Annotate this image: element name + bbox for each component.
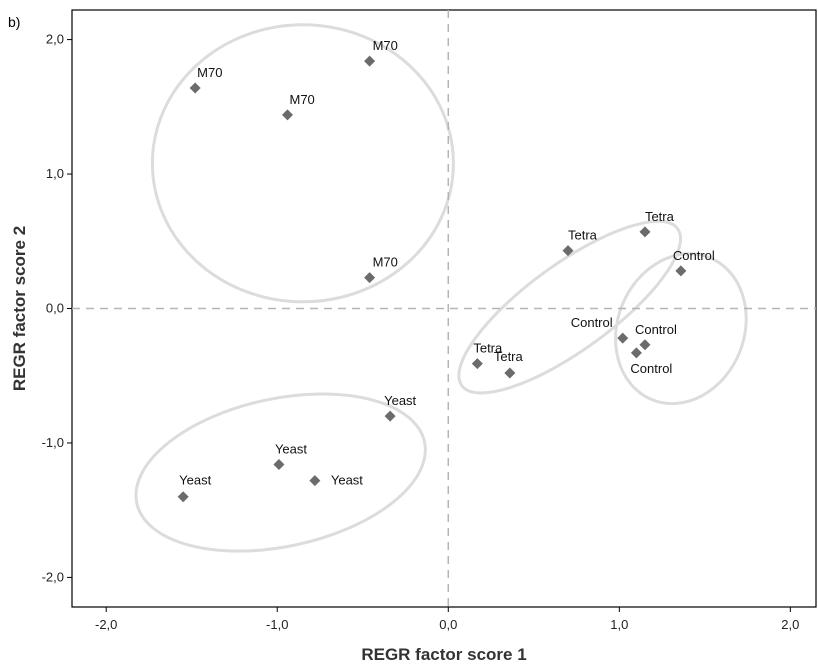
data-point-m70 [189, 82, 201, 94]
data-points [177, 55, 687, 503]
group-outline-control [614, 252, 748, 406]
data-label-m70: M70 [373, 38, 398, 53]
data-point-m70 [364, 272, 376, 284]
data-label-control: Control [571, 315, 613, 330]
data-label-m70: M70 [373, 255, 398, 270]
data-point-control [675, 265, 687, 277]
group-outlines [134, 23, 748, 553]
y-tick-label: -1,0 [42, 435, 64, 450]
group-outline-yeast [134, 392, 427, 553]
data-label-tetra: Tetra [473, 341, 503, 356]
y-axis-title: REGR factor score 2 [10, 226, 29, 391]
data-point-yeast [309, 475, 321, 487]
data-point-control [617, 332, 629, 344]
data-label-yeast: Yeast [384, 393, 416, 408]
data-label-tetra: Tetra [568, 228, 598, 243]
x-tick-label: 1,0 [610, 617, 628, 632]
data-point-m70 [364, 55, 376, 67]
x-tick-label: 2,0 [781, 617, 799, 632]
x-axis-title: REGR factor score 1 [361, 645, 526, 664]
data-point-control [639, 339, 651, 351]
data-labels: M70M70M70M70TetraTetraTetraTetraControlC… [179, 38, 715, 488]
x-tick-label: 0,0 [439, 617, 457, 632]
data-point-yeast [384, 410, 396, 422]
axis-ticks: -2,0 -1,0 0,0 1,0 2,0 -2,0 -1,0 0,0 1,0 2,0 [42, 32, 800, 632]
data-label-tetra: Tetra [494, 349, 524, 364]
data-label-yeast: Yeast [179, 473, 211, 488]
panel-label: b) [8, 14, 21, 30]
data-label-m70: M70 [197, 65, 222, 80]
data-point-yeast [177, 491, 189, 503]
reference-lines [72, 10, 816, 607]
data-label-m70: M70 [290, 92, 315, 107]
data-point-yeast [273, 458, 285, 470]
data-point-tetra [639, 226, 651, 238]
y-tick-label: 1,0 [46, 166, 64, 181]
data-point-m70 [282, 109, 294, 121]
y-tick-label: 2,0 [46, 32, 64, 47]
group-outline-tetra [457, 219, 683, 395]
data-point-tetra [562, 245, 574, 257]
data-label-control: Control [673, 248, 715, 263]
data-point-control [630, 347, 642, 359]
group-outline-m70 [150, 23, 455, 304]
y-tick-label: -2,0 [42, 569, 64, 584]
data-label-yeast: Yeast [275, 441, 307, 456]
x-tick-label: -2,0 [95, 617, 117, 632]
data-label-control: Control [635, 322, 677, 337]
data-point-tetra [471, 358, 483, 370]
y-tick-label: 0,0 [46, 301, 64, 316]
data-point-tetra [504, 367, 516, 379]
data-label-control: Control [630, 361, 672, 376]
x-tick-label: -1,0 [266, 617, 288, 632]
data-label-yeast: Yeast [331, 473, 363, 488]
data-label-tetra: Tetra [645, 209, 675, 224]
